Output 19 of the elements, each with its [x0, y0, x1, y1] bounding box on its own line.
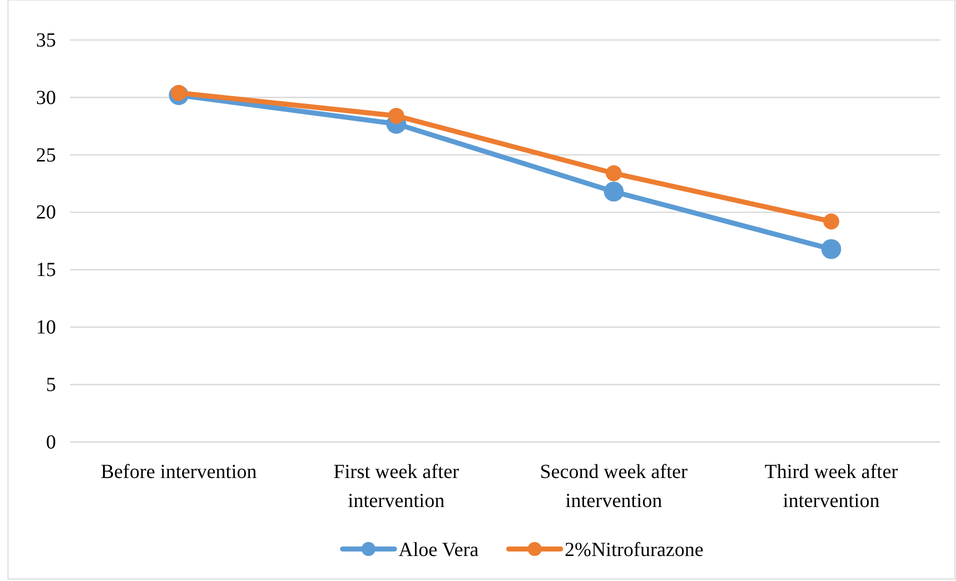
y-tick-label: 35 — [36, 29, 56, 52]
point — [606, 165, 622, 182]
y-tick-label: 5 — [46, 374, 56, 396]
y-tick-label: 0 — [46, 431, 56, 454]
y-tick-label: 25 — [36, 144, 56, 166]
legend-label: Aloe Vera — [398, 539, 479, 561]
y-tick-label: 30 — [36, 86, 56, 109]
x-tick-label: Second week after intervention — [540, 461, 688, 512]
legend-label: 2%Nitrofurazone — [564, 539, 704, 561]
y-tick-label: 20 — [36, 202, 56, 224]
y-tick-label: 10 — [36, 316, 56, 339]
x-tick-label: Before intervention — [100, 461, 257, 483]
x-tick-label: First week after intervention — [333, 461, 460, 512]
x-tick-label: Third week after intervention — [764, 461, 898, 512]
y-tick-label: 15 — [36, 259, 56, 282]
point — [823, 214, 840, 230]
point — [604, 182, 624, 202]
point — [821, 239, 842, 259]
point — [388, 108, 404, 124]
